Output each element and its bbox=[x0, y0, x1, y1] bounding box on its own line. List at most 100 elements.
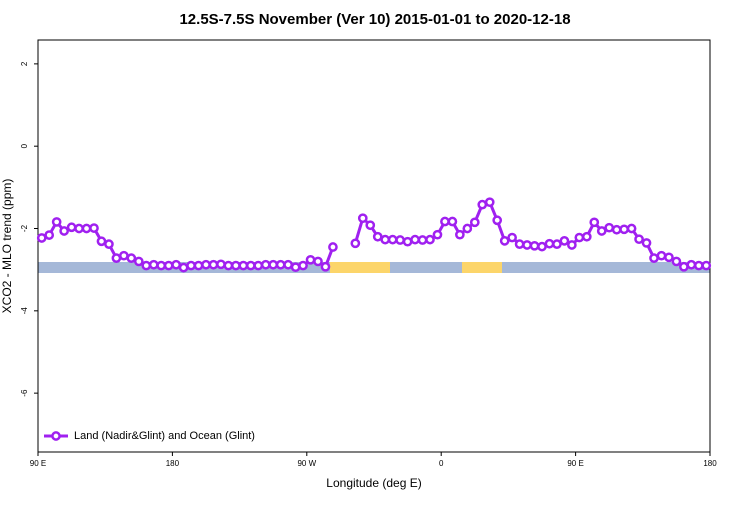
data-point bbox=[231, 260, 241, 271]
data-point bbox=[59, 226, 69, 236]
x-tick-label: 90 E bbox=[30, 459, 46, 468]
data-point bbox=[664, 252, 674, 263]
land-segment bbox=[330, 262, 390, 273]
data-point bbox=[701, 260, 712, 271]
data-point bbox=[148, 259, 159, 270]
data-point bbox=[253, 260, 264, 271]
data-point bbox=[156, 260, 167, 271]
data-point bbox=[275, 259, 286, 270]
data-point bbox=[596, 226, 607, 236]
x-tick-label: 180 bbox=[166, 459, 180, 468]
data-point bbox=[74, 223, 84, 234]
data-point bbox=[44, 230, 55, 240]
data-point bbox=[537, 241, 547, 252]
chart-title: 12.5S-7.5S November (Ver 10) 2015-01-01 … bbox=[179, 11, 570, 28]
data-point bbox=[656, 250, 667, 261]
data-point bbox=[268, 259, 279, 270]
data-point bbox=[507, 232, 517, 243]
data-point bbox=[89, 223, 99, 233]
data-point bbox=[171, 259, 181, 270]
data-point bbox=[492, 215, 503, 226]
data-point bbox=[529, 240, 540, 251]
data-point bbox=[693, 260, 704, 271]
plot-frame bbox=[37, 39, 711, 453]
data-point bbox=[455, 229, 465, 240]
x-tick-label: 90 E bbox=[567, 459, 583, 468]
data-point bbox=[574, 232, 585, 243]
data-point bbox=[417, 235, 428, 245]
data-point bbox=[447, 216, 458, 227]
data-point bbox=[372, 231, 383, 242]
data-point bbox=[380, 234, 391, 245]
data-point bbox=[201, 259, 211, 270]
x-tick-label: 180 bbox=[703, 459, 717, 468]
data-point bbox=[193, 260, 204, 271]
data-point bbox=[626, 223, 637, 234]
data-point bbox=[604, 222, 615, 233]
x-tick-label: 0 bbox=[439, 459, 444, 468]
data-point bbox=[313, 256, 323, 267]
legend-label: Land (Nadir&Glint) and Ocean (Glint) bbox=[74, 430, 255, 442]
y-axis-label: XCO2 - MLO trend (ppm) bbox=[0, 179, 14, 314]
land-segment bbox=[462, 262, 502, 273]
data-point bbox=[387, 234, 398, 245]
data-point bbox=[104, 239, 114, 249]
data-point bbox=[499, 236, 510, 246]
data-point bbox=[81, 223, 92, 234]
data-point bbox=[425, 234, 435, 245]
y-tick-label: 0 bbox=[20, 143, 29, 148]
data-point bbox=[111, 253, 122, 263]
data-point bbox=[216, 259, 226, 270]
legend-marker bbox=[51, 431, 61, 441]
data-point bbox=[357, 213, 368, 224]
data-point bbox=[514, 239, 525, 249]
data-point bbox=[402, 236, 413, 247]
data-point bbox=[126, 253, 137, 263]
data-point bbox=[649, 253, 659, 263]
data-point bbox=[298, 260, 308, 271]
data-point bbox=[522, 240, 532, 250]
data-point bbox=[432, 229, 443, 240]
data-point bbox=[462, 223, 473, 234]
data-point bbox=[552, 239, 562, 249]
data-point bbox=[320, 261, 331, 272]
data-point bbox=[634, 234, 644, 245]
y-tick-label: -4 bbox=[20, 307, 29, 315]
data-point bbox=[589, 217, 600, 228]
data-point bbox=[581, 231, 592, 242]
data-point bbox=[96, 236, 107, 247]
data-point bbox=[163, 260, 174, 271]
data-point bbox=[686, 259, 697, 270]
data-point bbox=[619, 224, 629, 235]
data-point bbox=[395, 235, 405, 245]
data-point bbox=[477, 199, 488, 210]
data-point bbox=[51, 217, 62, 227]
data-point bbox=[178, 262, 189, 273]
data-point bbox=[641, 238, 652, 248]
data-point bbox=[544, 238, 555, 249]
data-point bbox=[245, 260, 256, 271]
data-point bbox=[36, 233, 47, 243]
data-point bbox=[365, 220, 376, 231]
data-point bbox=[186, 260, 196, 271]
x-axis-label: Longitude (deg E) bbox=[326, 476, 421, 490]
x-tick-label: 90 W bbox=[297, 459, 316, 468]
y-tick-label: 2 bbox=[20, 61, 29, 66]
legend: Land (Nadir&Glint) and Ocean (Glint) bbox=[44, 430, 255, 442]
data-point bbox=[671, 256, 682, 267]
data-point bbox=[679, 261, 689, 272]
data-point bbox=[260, 259, 271, 270]
data-point bbox=[440, 216, 450, 227]
data-point bbox=[567, 240, 577, 250]
data-point bbox=[559, 236, 570, 246]
data-point bbox=[223, 260, 234, 271]
data-point bbox=[66, 222, 77, 233]
data-point bbox=[141, 260, 152, 271]
data-point bbox=[290, 262, 301, 273]
data-point bbox=[119, 250, 129, 261]
data-point bbox=[208, 259, 219, 270]
y-tick-label: -6 bbox=[20, 389, 29, 397]
data-point bbox=[469, 217, 480, 228]
data-point bbox=[350, 238, 361, 249]
